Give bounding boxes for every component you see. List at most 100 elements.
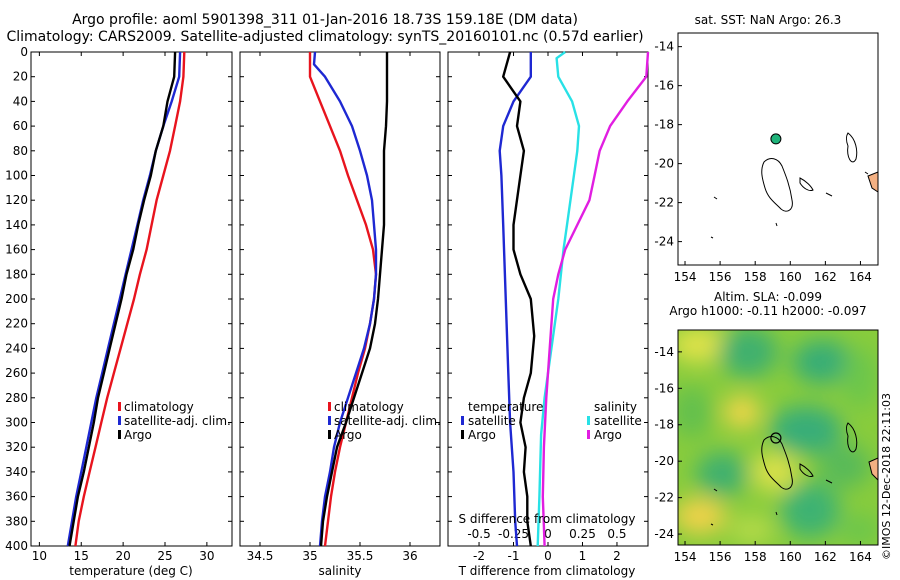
island-belep <box>799 177 814 191</box>
lat-tick-label: -16 <box>654 79 674 93</box>
depth-tick-label: 40 <box>13 94 28 108</box>
temperature-legend: climatology satellite-adj. clim. Argo <box>118 400 231 442</box>
s-tick-label: 0.5 <box>607 527 626 541</box>
series-s-argo <box>541 51 650 547</box>
lat-tick-label: -18 <box>654 118 674 132</box>
lat-tick-label: -24 <box>654 527 674 541</box>
x-tick-label: 35.5 <box>347 549 374 563</box>
s-tick-label: 0 <box>544 527 552 541</box>
x-tick-label: 25 <box>157 549 172 563</box>
lat-tick-label: -22 <box>654 491 674 505</box>
temperature-xlabel: temperature (deg C) <box>69 564 192 578</box>
temperature-panel: 0 20 40 60 80 100 120 140 160 180 200 220 240 260 280 3… <box>5 45 233 578</box>
s-tick-label: -0.5 <box>467 527 490 541</box>
depth-tick-label: 400 <box>5 539 28 553</box>
depth-tick-label: 320 <box>5 440 28 454</box>
depth-tick-label: 140 <box>5 218 28 232</box>
difference-legend: temperature satellite Argo salinity sate… <box>461 400 642 442</box>
islet-1 <box>825 192 833 197</box>
depth-tick-label: 120 <box>5 193 28 207</box>
legend-temperature-title: temperature <box>468 400 543 414</box>
depth-tick-label: 20 <box>13 70 28 84</box>
sla-map-axes <box>677 329 879 546</box>
legend-swatch-satellite <box>328 416 331 425</box>
x-tick-label: 10 <box>32 549 47 563</box>
depth-tick-label: 0 <box>20 45 28 59</box>
lon-tick-label: 154 <box>674 550 697 564</box>
s-tick-label: 0.25 <box>569 527 596 541</box>
sla-map-subtitle: Argo h1000: -0.11 h2000: -0.097 <box>669 304 866 318</box>
series-argo <box>68 51 177 547</box>
salinity-lines <box>308 51 389 547</box>
depth-tick-label: 80 <box>13 144 28 158</box>
legend-t-satellite: satellite <box>468 414 516 428</box>
islet-2 <box>713 488 718 492</box>
s-tick-label: -0.25 <box>498 527 529 541</box>
legend-s-argo: Argo <box>594 428 622 442</box>
island-grande-terre <box>761 436 793 490</box>
series-satellite-adj-clim- <box>312 51 378 547</box>
sla-anomaly-blobs <box>678 330 878 545</box>
lon-tick-label: 160 <box>779 270 802 284</box>
legend-swatch-argo <box>328 430 331 439</box>
sst-map-title: sat. SST: NaN Argo: 26.3 <box>695 13 842 27</box>
difference-x-axis: -2 -1 0 1 2 -0.5 -0.25 0 0.25 0.5 <box>448 51 648 563</box>
lat-tick-label: -14 <box>654 40 674 54</box>
legend-climatology: climatology <box>334 400 404 414</box>
depth-tick-label: 200 <box>5 292 28 306</box>
sla-map-axes-ticks: 154 156 158 160 162 164 -14 -16 -18 -20 -22 -24 <box>654 345 872 564</box>
legend-argo: Argo <box>124 428 152 442</box>
x-tick-label: 15 <box>74 549 89 563</box>
lon-tick-label: 154 <box>674 270 697 284</box>
legend-swatch-s-argo <box>587 430 590 439</box>
lat-tick-label: -18 <box>654 418 674 432</box>
temperature-x-axis: 10 15 20 25 30 <box>31 51 232 563</box>
legend-salinity-title: salinity <box>594 400 637 414</box>
island-north <box>846 132 858 163</box>
lon-tick-label: 158 <box>744 550 767 564</box>
sla-map-title: Altim. SLA: -0.099 <box>714 290 822 304</box>
legend-swatch-s-satellite <box>587 416 590 425</box>
legend-swatch-argo <box>118 430 121 439</box>
lon-tick-label: 156 <box>709 550 732 564</box>
t-difference-xlabel: T difference from climatology <box>458 564 636 578</box>
legend-argo: Argo <box>334 428 362 442</box>
lon-tick-label: 164 <box>849 550 872 564</box>
depth-tick-label: 360 <box>5 490 28 504</box>
salinity-legend: climatology satellite-adj. clim. Argo <box>328 400 441 442</box>
series-climatology <box>74 51 186 547</box>
figure-subtitle: Climatology: CARS2009. Satellite-adjuste… <box>6 29 644 45</box>
legend-swatch-climatology <box>118 402 121 411</box>
lat-tick-label: -20 <box>654 454 674 468</box>
islet-2 <box>713 196 718 200</box>
legend-swatch-climatology <box>328 402 331 411</box>
island-north <box>846 422 858 453</box>
x-tick-label: -1 <box>508 549 520 563</box>
depth-tick-label: 300 <box>5 416 28 430</box>
islet-1 <box>825 479 833 484</box>
x-tick-label: 36 <box>402 549 417 563</box>
lon-tick-label: 162 <box>814 270 837 284</box>
depth-tick-label: 380 <box>5 514 28 528</box>
island-grande-terre <box>761 158 793 212</box>
sla-heatmap <box>678 330 878 545</box>
series-t-argo <box>502 51 536 547</box>
x-tick-label: 20 <box>115 549 130 563</box>
lat-tick-label: -24 <box>654 235 674 249</box>
islet-4 <box>710 236 714 239</box>
islet-3 <box>775 511 778 516</box>
islet-5 <box>864 171 869 175</box>
depth-tick-label: 220 <box>5 317 28 331</box>
lon-tick-label: 158 <box>744 270 767 284</box>
lat-tick-label: -22 <box>654 196 674 210</box>
temperature-axes <box>30 51 233 547</box>
legend-swatch-t-argo <box>461 430 464 439</box>
salinity-panel: 34.5 35 35.5 36 climatology satellite-adj. … <box>239 51 441 578</box>
x-tick-label: -2 <box>473 549 485 563</box>
legend-satellite-adj: satellite-adj. clim. <box>334 414 441 428</box>
series-s-satellite <box>536 51 581 547</box>
legend-satellite-adj: satellite-adj. clim. <box>124 414 231 428</box>
legend-climatology: climatology <box>124 400 194 414</box>
lon-tick-label: 156 <box>709 270 732 284</box>
x-tick-label: 34.5 <box>247 549 274 563</box>
